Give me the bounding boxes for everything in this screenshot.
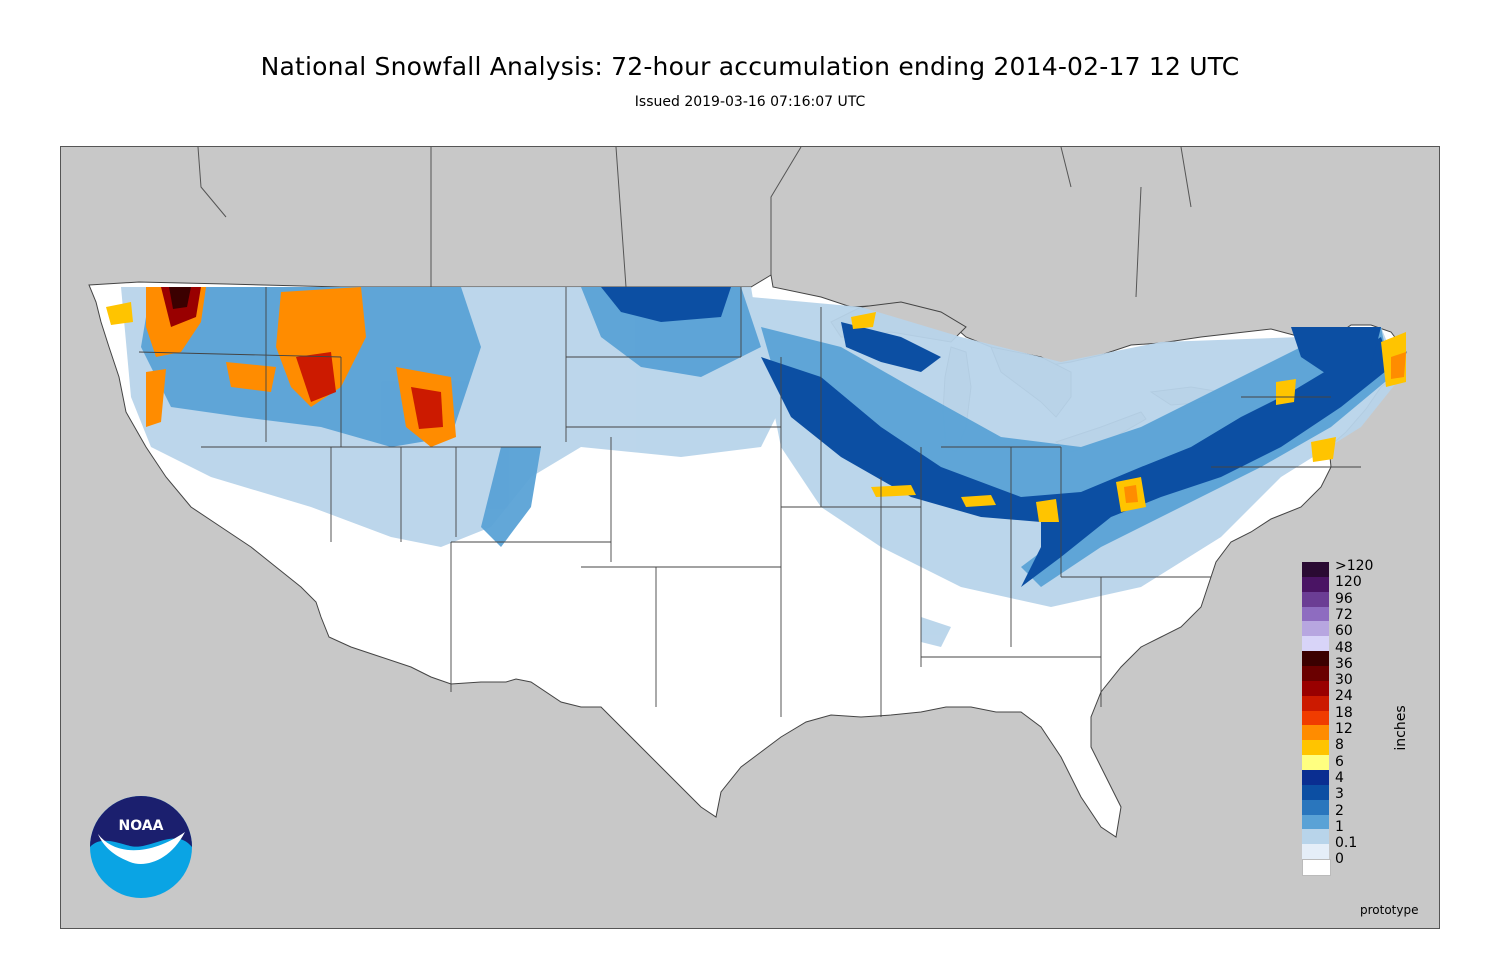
legend-tick-label: 60 — [1335, 623, 1353, 640]
legend-swatch — [1302, 799, 1329, 816]
legend-swatch — [1302, 725, 1329, 741]
noaa-logo-text: NOAA — [119, 818, 164, 834]
prototype-label: prototype — [1360, 903, 1419, 917]
legend-swatch — [1302, 562, 1329, 578]
legend-tick-label: 4 — [1335, 769, 1344, 786]
legend-swatch — [1302, 576, 1329, 593]
map-canvas — [88, 147, 1407, 838]
state-boundaries — [138, 287, 1361, 717]
legend-swatch — [1302, 680, 1329, 697]
legend-swatch — [1302, 859, 1331, 877]
legend-swatch — [1302, 814, 1329, 830]
legend-tick-label: 0.1 — [1335, 835, 1358, 852]
snowfall-layer-heavy — [851, 312, 1406, 522]
legend-tick-label: 18 — [1335, 704, 1353, 721]
legend-tick-label: 12 — [1335, 721, 1353, 737]
legend-tick-label: 2 — [1335, 802, 1344, 819]
snowfall-layer-dark — [601, 287, 1391, 587]
legend-swatch — [1302, 740, 1329, 756]
legend-swatch — [1302, 636, 1329, 652]
legend-swatch — [1302, 621, 1329, 637]
legend-tick-label: >120 — [1335, 558, 1374, 574]
noaa-logo-icon: NOAA — [90, 796, 192, 898]
legend-unit-label: inches — [1393, 705, 1409, 751]
page-title: National Snowfall Analysis: 72-hour accu… — [260, 52, 1240, 81]
legend-swatch — [1302, 829, 1329, 845]
legend-tick-label: 120 — [1335, 574, 1362, 591]
legend-tick-label: 48 — [1335, 639, 1353, 656]
legend-swatch — [1302, 651, 1329, 667]
legend-tick-label: 24 — [1335, 688, 1353, 705]
issued-timestamp: Issued 2019-03-16 07:16:07 UTC — [634, 94, 866, 110]
legend-tick-label: 36 — [1335, 655, 1353, 672]
legend-swatch — [1302, 770, 1329, 786]
legend-swatch — [1302, 755, 1329, 771]
legend-swatch — [1302, 695, 1329, 712]
canada-province-lines — [197, 147, 1192, 298]
legend-tick-label: 30 — [1335, 672, 1353, 689]
snowfall-map[interactable] — [60, 146, 1440, 929]
legend-tick-label: 0 — [1335, 851, 1344, 868]
legend-tick-label: 72 — [1335, 606, 1353, 623]
legend-tick-label: 6 — [1335, 753, 1344, 770]
legend-tick-label: 3 — [1335, 786, 1344, 803]
legend-swatch — [1302, 666, 1329, 682]
legend-swatch — [1302, 844, 1329, 860]
legend-tick-label: 1 — [1335, 818, 1344, 835]
snowfall-layer-mountains — [106, 287, 456, 447]
legend-tick-label: 8 — [1335, 737, 1344, 754]
legend-swatch — [1302, 591, 1329, 608]
legend-swatch — [1302, 606, 1329, 622]
legend-swatch — [1302, 710, 1329, 726]
legend-tick-label: 96 — [1335, 590, 1353, 607]
legend-swatch — [1302, 784, 1329, 801]
